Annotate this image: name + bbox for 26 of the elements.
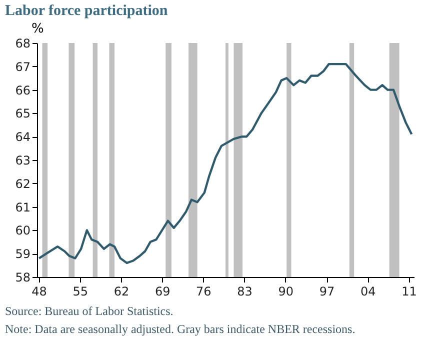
- y-tick-label: 66: [15, 83, 30, 98]
- y-tick-label: 59: [15, 247, 30, 262]
- x-tick-label: 62: [114, 284, 130, 298]
- x-tick-label: 69: [154, 284, 170, 298]
- y-axis-title: %: [32, 22, 44, 36]
- line-series: [38, 62, 413, 264]
- x-tick-label: 83: [237, 284, 252, 298]
- source-note: Source: Bureau of Labor Statistics.: [5, 304, 174, 318]
- chart-title: Labor force participation: [5, 3, 168, 19]
- y-tick-label: 67: [15, 60, 30, 74]
- y-tick-label: 60: [15, 224, 30, 238]
- x-tick-label: 97: [319, 284, 335, 298]
- y-tick-label: 62: [15, 176, 30, 191]
- y-tick-label: 64: [15, 130, 30, 144]
- y-tick-label: 63: [15, 154, 30, 168]
- x-tick-label: 04: [360, 284, 376, 298]
- x-tick-label: 76: [196, 284, 212, 298]
- x-tick-label: 90: [278, 284, 294, 298]
- x-tick-label: 55: [72, 284, 88, 298]
- y-tick-label: 65: [15, 106, 30, 121]
- y-tick-label: 68: [15, 36, 30, 50]
- y-tick-label: 58: [15, 270, 30, 284]
- x-tick-label: 11: [402, 284, 417, 298]
- text: Note: Data are seasonally adjusted. Gray bars indicate NBER recessions.: [5, 322, 356, 336]
- y-tick-label: 61: [15, 200, 30, 214]
- x-tick-label: 48: [32, 284, 47, 298]
